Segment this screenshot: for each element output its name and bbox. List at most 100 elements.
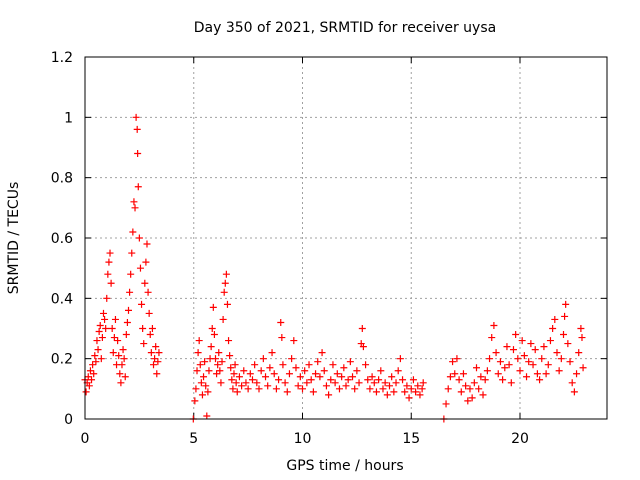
- data-point: [340, 364, 348, 372]
- data-point: [238, 382, 246, 390]
- data-point: [444, 385, 452, 393]
- data-point: [481, 376, 489, 384]
- data-point: [525, 358, 533, 366]
- data-point: [455, 376, 463, 384]
- data-point: [138, 300, 146, 308]
- data-point: [327, 376, 335, 384]
- data-point: [217, 379, 225, 387]
- data-point: [418, 385, 426, 393]
- data-point: [299, 385, 306, 393]
- data-point: [248, 376, 256, 384]
- data-point: [386, 382, 393, 390]
- data-point: [312, 370, 320, 378]
- data-point: [205, 367, 213, 375]
- data-point: [396, 355, 404, 363]
- data-point: [102, 325, 110, 332]
- data-point: [92, 358, 100, 366]
- data-point: [473, 364, 480, 372]
- data-point: [575, 349, 583, 357]
- data-point: [120, 355, 128, 363]
- data-point: [560, 331, 567, 339]
- data-point: [121, 373, 129, 381]
- data-point: [303, 379, 311, 387]
- data-point: [529, 361, 537, 369]
- data-point: [108, 325, 116, 332]
- data-point: [213, 370, 221, 378]
- data-point: [232, 379, 240, 387]
- data-point: [362, 361, 370, 369]
- data-point: [235, 373, 243, 381]
- data-point: [127, 270, 135, 278]
- data-point: [140, 340, 148, 348]
- data-point: [118, 361, 126, 369]
- y-tick-label: 0.8: [51, 171, 73, 187]
- data-point: [364, 376, 372, 384]
- data-point: [368, 373, 376, 381]
- data-point: [251, 361, 259, 369]
- x-axis-label: GPS time / hours: [286, 458, 403, 474]
- data-point: [225, 337, 233, 345]
- data-point: [117, 379, 125, 387]
- data-point: [403, 382, 411, 390]
- data-point: [196, 361, 204, 369]
- data-point: [335, 385, 343, 393]
- data-point: [333, 370, 341, 378]
- data-point: [139, 325, 147, 332]
- data-point: [146, 331, 154, 339]
- data-point: [246, 370, 254, 378]
- data-point: [579, 364, 587, 372]
- data-point: [231, 361, 239, 369]
- data-point: [125, 306, 132, 314]
- data-point: [244, 385, 252, 393]
- data-point: [514, 355, 522, 363]
- data-point: [223, 300, 231, 308]
- data-point: [294, 382, 302, 390]
- data-point: [145, 309, 153, 317]
- x-tick-label: 0: [81, 431, 90, 447]
- data-point: [97, 355, 105, 363]
- data-point: [240, 367, 248, 375]
- data-point: [475, 385, 483, 393]
- data-point: [505, 361, 513, 369]
- data-series: [81, 113, 587, 423]
- data-point: [381, 379, 389, 387]
- data-point: [278, 334, 286, 342]
- data-point: [197, 379, 205, 387]
- data-point: [578, 334, 586, 342]
- data-point: [459, 370, 467, 378]
- data-point: [214, 361, 222, 369]
- data-point: [212, 355, 219, 363]
- data-point: [230, 370, 238, 378]
- data-point: [531, 346, 539, 354]
- data-point: [342, 382, 350, 390]
- data-point: [142, 258, 150, 266]
- data-point: [346, 358, 354, 366]
- data-point: [546, 337, 554, 345]
- data-point: [457, 388, 465, 396]
- data-point: [104, 270, 112, 278]
- data-point: [392, 379, 400, 387]
- data-point: [95, 328, 103, 336]
- data-point: [353, 367, 361, 375]
- data-point: [490, 321, 498, 329]
- data-point: [281, 379, 289, 387]
- data-point: [288, 355, 296, 363]
- y-tick-label: 1: [64, 110, 73, 126]
- data-point: [226, 352, 234, 360]
- data-point: [262, 373, 270, 381]
- data-point: [259, 355, 267, 363]
- data-point: [383, 391, 391, 399]
- y-tick-label: 0.4: [51, 291, 73, 307]
- data-point: [290, 337, 298, 345]
- data-point: [292, 364, 300, 372]
- data-point: [209, 303, 217, 311]
- data-point: [94, 346, 102, 354]
- data-point: [264, 382, 272, 390]
- data-point: [518, 337, 526, 345]
- data-point: [372, 388, 380, 396]
- data-point: [486, 355, 494, 363]
- data-point: [405, 394, 413, 402]
- data-point: [101, 315, 109, 323]
- data-point: [325, 391, 333, 399]
